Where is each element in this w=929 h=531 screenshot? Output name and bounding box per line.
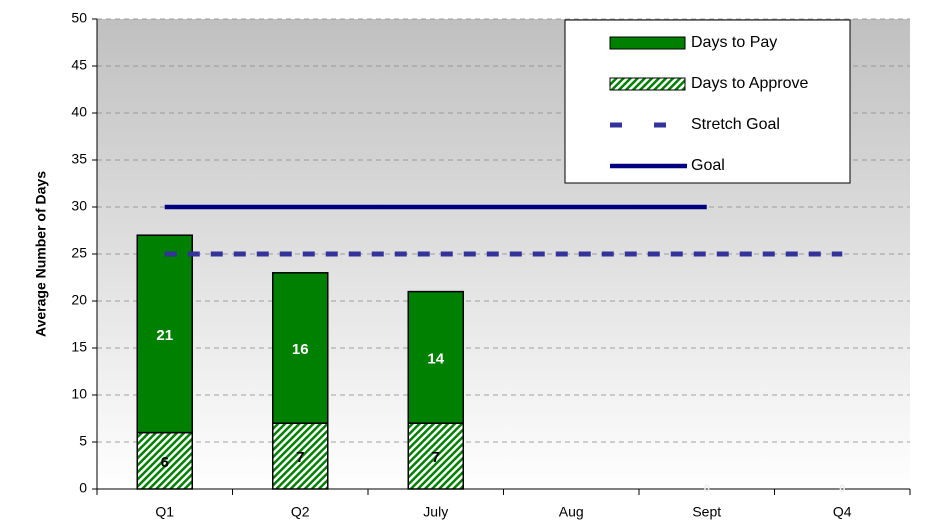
x-tick-label: July <box>423 504 448 520</box>
data-label: 0 <box>839 483 845 495</box>
legend-label: Days to Pay <box>691 34 777 51</box>
x-tick-label: Aug <box>559 504 584 520</box>
x-tick-label: Sept <box>692 504 721 520</box>
y-tick-label: 25 <box>71 245 87 261</box>
legend-swatch <box>609 36 686 50</box>
data-label: 7 <box>296 449 304 466</box>
legend-label: Goal <box>691 157 725 174</box>
y-axis-label: Average Number of Days <box>33 171 49 337</box>
data-label: 6 <box>161 454 169 471</box>
legend-swatch <box>609 77 686 91</box>
y-tick-label: 30 <box>71 198 87 214</box>
y-tick-label: 35 <box>71 151 87 167</box>
x-tick-label: Q2 <box>291 504 310 520</box>
data-label: 14 <box>427 350 444 367</box>
y-tick-label: 15 <box>71 339 87 355</box>
y-tick-label: 10 <box>71 386 87 402</box>
y-tick-label: 45 <box>71 57 87 73</box>
legend-label: Days to Approve <box>691 75 809 92</box>
x-tick-label: Q1 <box>155 504 174 520</box>
bar-segment <box>272 272 329 424</box>
y-tick-label: 5 <box>79 433 87 449</box>
x-tick-label: Q4 <box>833 504 852 520</box>
y-tick-label: 50 <box>71 10 87 26</box>
data-label: 0 <box>704 483 710 495</box>
legend-label: Stretch Goal <box>691 116 780 133</box>
bar-segment <box>407 422 464 490</box>
bar-segment <box>136 234 193 434</box>
data-label: 16 <box>292 341 309 358</box>
data-label: 7 <box>432 449 440 466</box>
bar-segment <box>272 422 329 490</box>
y-tick-label: 20 <box>71 292 87 308</box>
bar-segment <box>407 290 464 424</box>
data-label: 21 <box>156 327 173 344</box>
y-tick-label: 40 <box>71 104 87 120</box>
y-tick-label: 0 <box>79 480 87 496</box>
bar-segment <box>136 431 193 490</box>
